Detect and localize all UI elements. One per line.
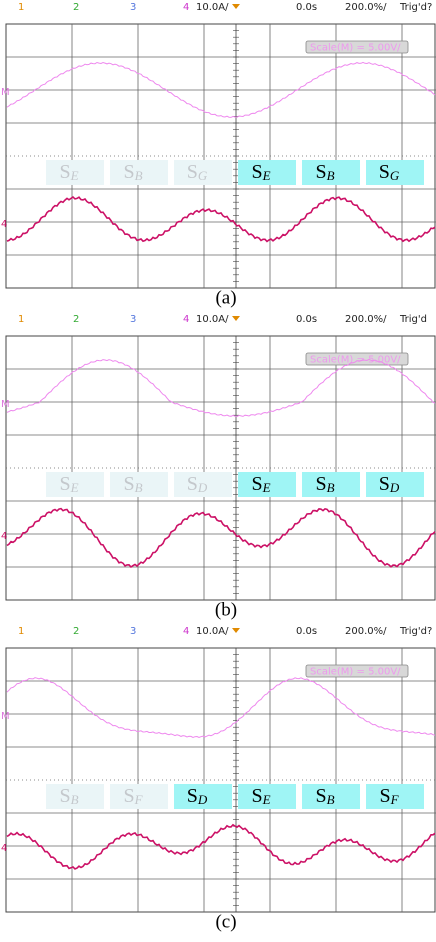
- header-text: 200.0%/: [345, 2, 387, 13]
- scope-panel: 1 2 3 4 10.0A/0.0s 200.0%/ Trig'd? Scale(M) = 5…: [1, 2, 436, 308]
- state-sub: D: [389, 480, 400, 495]
- state-sub: D: [197, 480, 208, 495]
- state-main: S: [251, 785, 262, 807]
- header-text: 200.0%/: [345, 314, 387, 325]
- state-sub: B: [135, 168, 143, 183]
- state-main: S: [59, 473, 70, 495]
- state-sub: B: [71, 792, 79, 807]
- state-sub: E: [262, 792, 271, 807]
- state-sub: F: [134, 792, 144, 807]
- header-text: 2: [73, 314, 79, 325]
- header-text: 4: [183, 626, 189, 637]
- caption: (b): [215, 599, 237, 620]
- state-main: S: [187, 161, 198, 183]
- header-text: 4: [183, 2, 189, 13]
- header-text: 200.0%/: [345, 626, 387, 637]
- header-text: 10.0A/: [196, 626, 229, 637]
- header-text: 3: [130, 314, 136, 325]
- header-text: 0.0s: [296, 314, 317, 325]
- state-sub: B: [327, 480, 335, 495]
- state-main: S: [379, 161, 390, 183]
- state-sub: F: [390, 792, 400, 807]
- scale-label: Scale(M) = 5.00V/: [310, 43, 401, 54]
- caption: (c): [215, 911, 236, 932]
- header-text: 1: [18, 626, 24, 637]
- marker-top: M: [1, 87, 10, 98]
- header-text: 4: [183, 314, 189, 325]
- state-main: S: [123, 785, 134, 807]
- marker-bottom: 4: [1, 843, 7, 854]
- header-text: 10.0A/: [196, 2, 229, 13]
- state-sub: E: [70, 168, 79, 183]
- state-main: S: [187, 785, 198, 807]
- state-main: S: [379, 785, 390, 807]
- header-text: 1: [18, 314, 24, 325]
- state-main: S: [187, 473, 198, 495]
- state-sub: D: [197, 792, 208, 807]
- header-text: 10.0A/: [196, 314, 229, 325]
- header-text: 1: [18, 2, 24, 13]
- trigger-marker: [232, 628, 240, 633]
- state-main: S: [251, 161, 262, 183]
- state-main: S: [315, 473, 326, 495]
- caption: (a): [215, 287, 236, 308]
- scale-label: Scale(M) = 5.00V/: [310, 667, 401, 678]
- state-main: S: [251, 473, 262, 495]
- figure: 1 2 3 4 10.0A/0.0s 200.0%/ Trig'd? Scale(M) = 5…: [0, 0, 436, 942]
- trigger-marker: [232, 316, 240, 321]
- state-sub: G: [198, 168, 208, 183]
- header-text: 3: [130, 2, 136, 13]
- state-sub: G: [390, 168, 400, 183]
- state-sub: E: [262, 168, 271, 183]
- state-sub: B: [327, 792, 335, 807]
- scope-panel: 1 2 3 4 10.0A/0.0s 200.0%/ Trig'd? Scale(M) = 5…: [1, 626, 436, 932]
- state-sub: B: [327, 168, 335, 183]
- marker-bottom: 4: [1, 219, 7, 230]
- state-sub: E: [70, 480, 79, 495]
- marker-top: M: [1, 399, 10, 410]
- state-sub: B: [135, 480, 143, 495]
- state-main: S: [315, 161, 326, 183]
- header-text: 0.0s: [296, 2, 317, 13]
- state-main: S: [59, 785, 70, 807]
- marker-top: M: [1, 711, 10, 722]
- state-main: S: [379, 473, 390, 495]
- state-main: S: [59, 161, 70, 183]
- header-text: 3: [130, 626, 136, 637]
- marker-bottom: 4: [1, 531, 7, 542]
- header-text: Trig'd: [399, 314, 427, 325]
- state-main: S: [123, 473, 134, 495]
- state-main: S: [123, 161, 134, 183]
- header-text: Trig'd?: [399, 626, 432, 637]
- trigger-marker: [232, 4, 240, 9]
- header-text: 2: [73, 2, 79, 13]
- header-text: Trig'd?: [399, 2, 432, 13]
- header-text: 2: [73, 626, 79, 637]
- state-sub: E: [262, 480, 271, 495]
- state-main: S: [315, 785, 326, 807]
- header-text: 0.0s: [296, 626, 317, 637]
